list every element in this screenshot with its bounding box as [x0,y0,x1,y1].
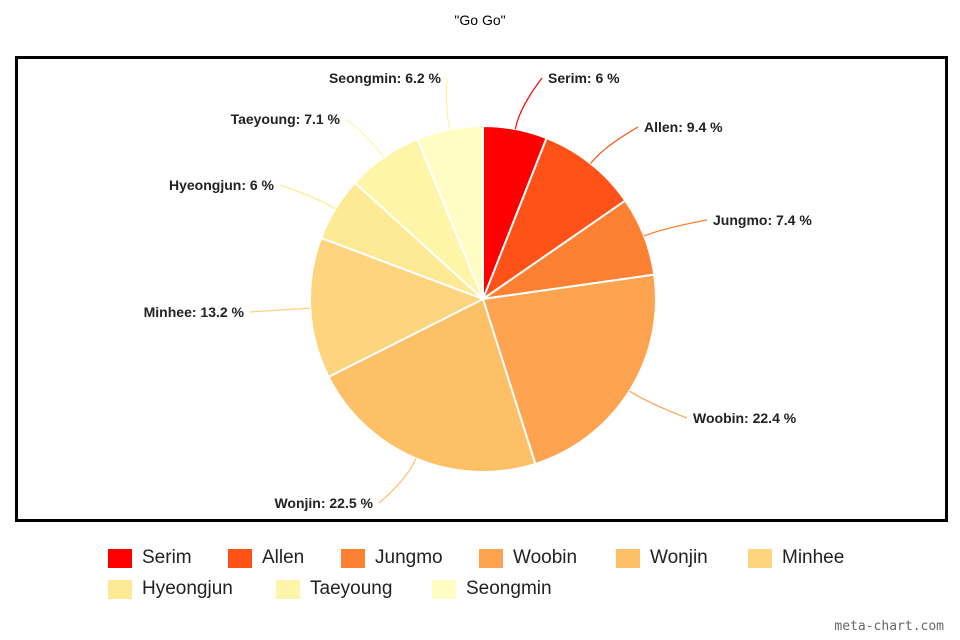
legend-item-allen[interactable]: Allen [228,546,304,570]
chart-title: "Go Go" [454,12,506,28]
legend-label: Woobin [513,547,578,568]
slice-label-jungmo: Jungmo: 7.4 % [713,212,812,228]
pie-slice-seongmin [416,124,484,300]
legend-swatch [341,548,365,568]
slice-label-woobin: Woobin: 22.4 % [693,410,797,426]
pie-chart: Serim: 6 % Allen: 9.4 % Jungmo: 7.4 % Woobi… [144,70,813,511]
slice-label-serim: Serim: 6 % [548,70,620,86]
legend-item-minhee[interactable]: Minhee [748,546,844,570]
legend-item-jungmo[interactable]: Jungmo [341,546,443,570]
legend-label: Taeyoung [310,578,393,599]
leader-line-serim [514,77,543,130]
slice-label-wonjin: Wonjin: 22.5 % [274,495,373,511]
leader-line-minhee [249,307,311,313]
legend-label: Wonjin [650,547,708,568]
legend-item-taeyoung[interactable]: Taeyoung [276,577,392,601]
watermark: meta-chart.com [834,619,944,634]
legend-swatch [276,579,300,599]
legend-swatch [616,548,640,568]
leader-line-taeyoung [345,118,385,158]
plot-area: Serim: 6 % Allen: 9.4 % Jungmo: 7.4 % Woobi… [15,56,948,522]
pie-slice-wonjin [327,297,537,473]
legend-label: Jungmo [375,547,443,568]
legend-swatch [479,548,503,568]
legend-label: Minhee [782,547,845,568]
slice-label-allen: Allen: 9.4 % [644,119,723,135]
slice-label-minhee: Minhee: 13.2 % [144,304,245,320]
leader-line-woobin [629,390,688,419]
slice-label-hyeongjun: Hyeongjun: 6 % [169,177,275,193]
legend-swatch [748,548,772,568]
slice-label-taeyoung: Taeyoung: 7.1 % [231,111,341,127]
legend-swatch [228,548,252,568]
legend-label: Seongmin [466,578,552,599]
legend-swatch [108,548,132,568]
legend-swatch [432,579,456,599]
leader-line-hyeongjun [279,184,336,210]
legend-item-hyeongjun[interactable]: Hyeongjun [108,577,233,601]
slice-label-seongmin: Seongmin: 6.2 % [329,70,442,86]
legend-label: Serim [142,547,192,568]
pie-slice-minhee [309,236,486,379]
leader-line-wonjin [378,458,417,504]
legend-item-wonjin[interactable]: Wonjin [616,546,708,570]
legend-item-seongmin[interactable]: Seongmin [432,577,552,601]
legend-label: Allen [262,547,305,568]
leader-line-seongmin [445,77,451,130]
leader-line-jungmo [643,219,708,237]
legend-item-woobin[interactable]: Woobin [479,546,577,570]
legend-label: Hyeongjun [142,578,233,599]
legend-item-serim[interactable]: Serim [108,546,192,570]
legend-swatch [108,579,132,599]
pie-slice-woobin [481,273,657,466]
leader-line-allen [590,126,639,164]
